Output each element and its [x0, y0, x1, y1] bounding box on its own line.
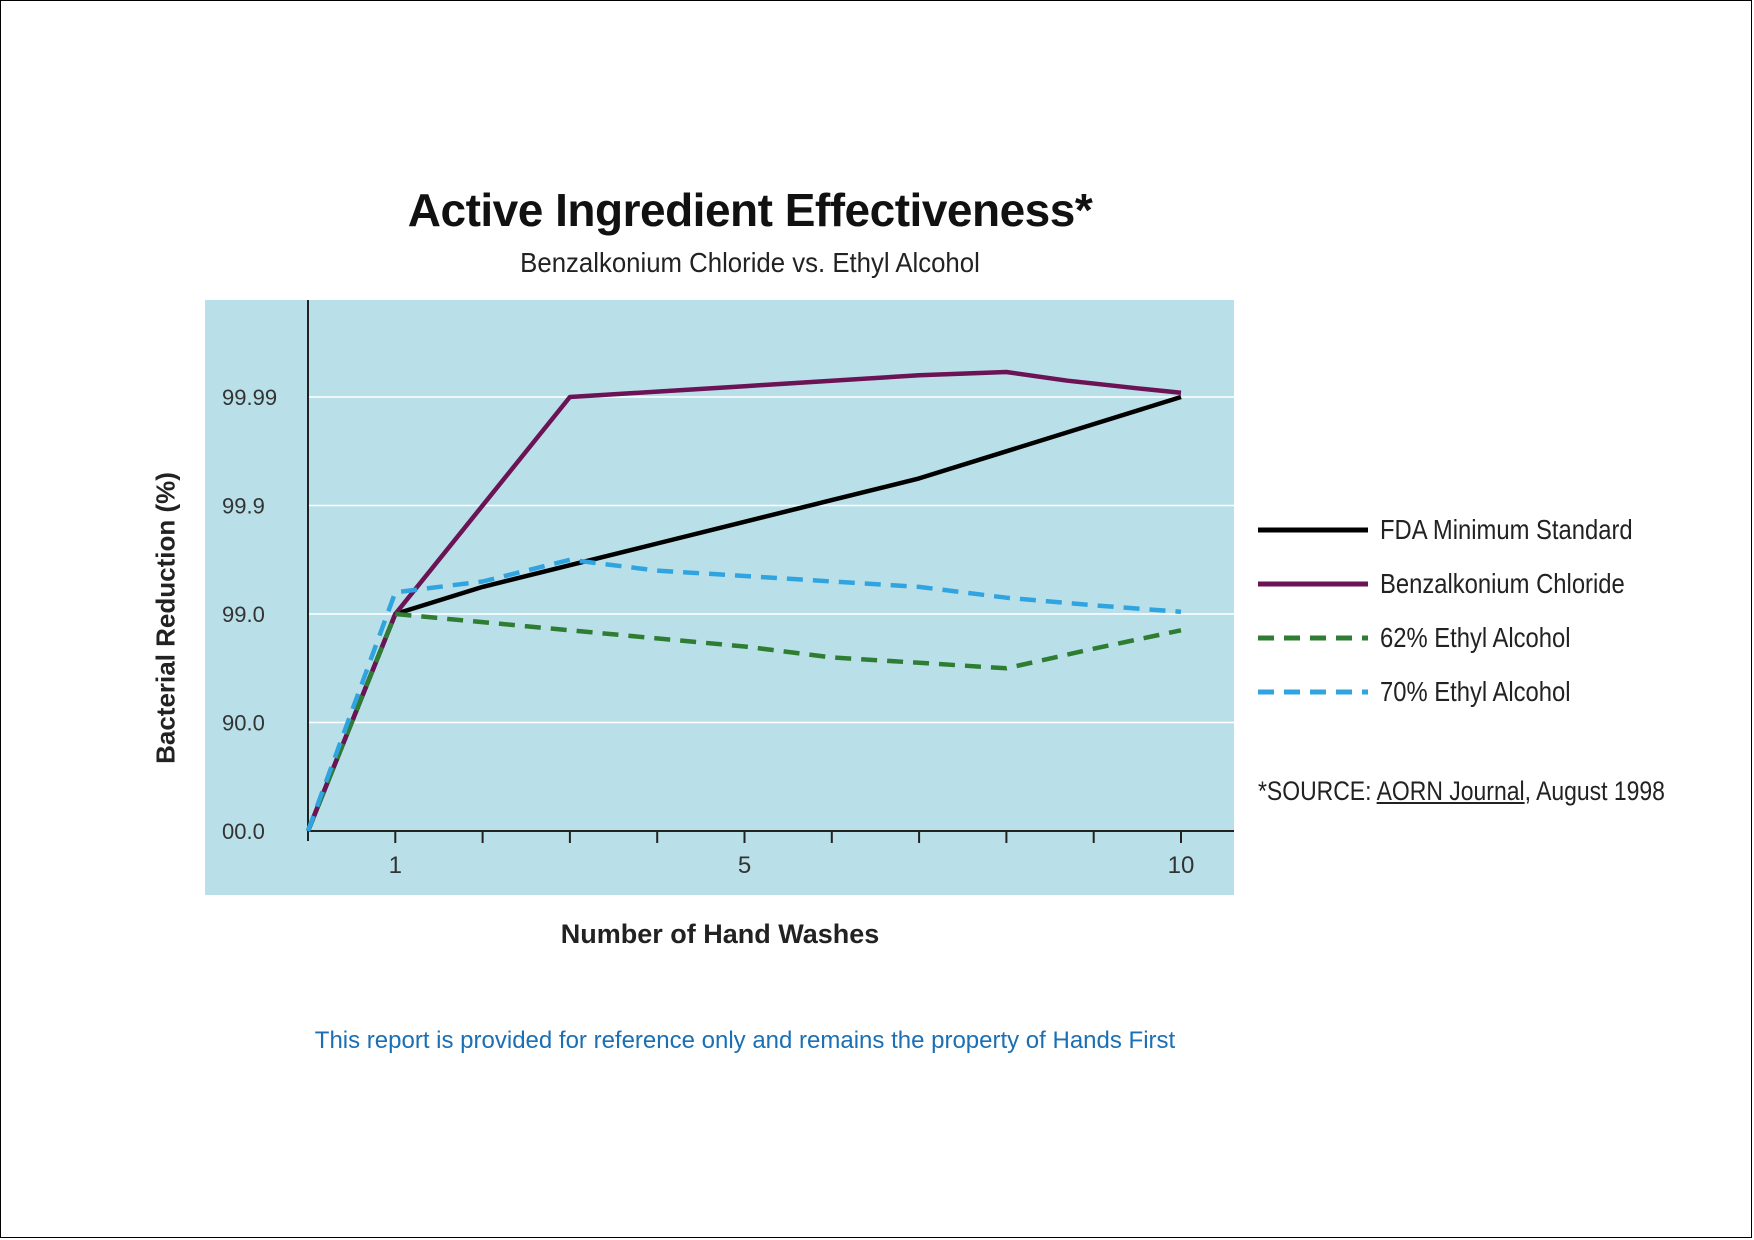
- y-axis-label: Bacterial Reduction (%): [150, 472, 181, 764]
- x-tick-label: 1: [389, 852, 402, 879]
- series-lines: [305, 369, 1182, 832]
- axes: [307, 300, 1234, 843]
- legend-item: FDA Minimum Standard: [1258, 503, 1677, 557]
- tick-labels: 00.0 90.0 99.0 99.9 99.99 1 5 10: [222, 385, 1194, 879]
- legend-swatch-ethyl-62: [1258, 635, 1368, 641]
- chart-subtitle: Benzalkonium Chloride vs. Ethyl Alcohol: [520, 247, 980, 278]
- legend: FDA Minimum Standard Benzalkonium Chlori…: [1258, 503, 1677, 719]
- x-tick-label: 5: [738, 852, 751, 879]
- series-line-1: [305, 369, 1182, 832]
- y-tick-label: 99.0: [222, 602, 265, 627]
- footer-notice: This report is provided for reference on…: [314, 1027, 1176, 1054]
- source-annotation: *SOURCE: AORN Journal, August 1998: [1258, 776, 1665, 807]
- series-line-2: [305, 611, 1182, 832]
- legend-label-fda: FDA Minimum Standard: [1380, 514, 1633, 545]
- y-tick-label: 99.99: [222, 385, 277, 410]
- y-tick-label: 90.0: [222, 711, 265, 736]
- legend-item: Benzalkonium Chloride: [1258, 557, 1677, 611]
- legend-swatch-fda: [1258, 527, 1368, 533]
- y-tick-label: 99.9: [222, 494, 265, 519]
- x-axis-label: Number of Hand Washes: [560, 919, 880, 949]
- legend-item: 62% Ethyl Alcohol: [1258, 611, 1677, 665]
- legend-swatch-ethyl-70: [1258, 689, 1368, 695]
- legend-item: 70% Ethyl Alcohol: [1258, 665, 1677, 719]
- y-tick-label: 00.0: [222, 819, 265, 844]
- gridlines: [308, 396, 1234, 724]
- source-suffix: , August 1998: [1524, 776, 1665, 806]
- chart-title: Active Ingredient Effectiveness*: [407, 184, 1093, 236]
- series-line-3: [305, 557, 1182, 832]
- legend-label-ethyl-62: 62% Ethyl Alcohol: [1380, 622, 1571, 653]
- legend-swatch-benzalkonium: [1258, 581, 1368, 587]
- x-tick-label: 10: [1168, 852, 1195, 879]
- legend-label-benzalkonium: Benzalkonium Chloride: [1380, 568, 1625, 599]
- plot-background: [205, 300, 1234, 895]
- source-prefix: *SOURCE:: [1258, 776, 1377, 806]
- series-line-0: [305, 394, 1182, 832]
- source-journal: AORN Journal: [1376, 776, 1525, 806]
- legend-label-ethyl-70: 70% Ethyl Alcohol: [1380, 676, 1571, 707]
